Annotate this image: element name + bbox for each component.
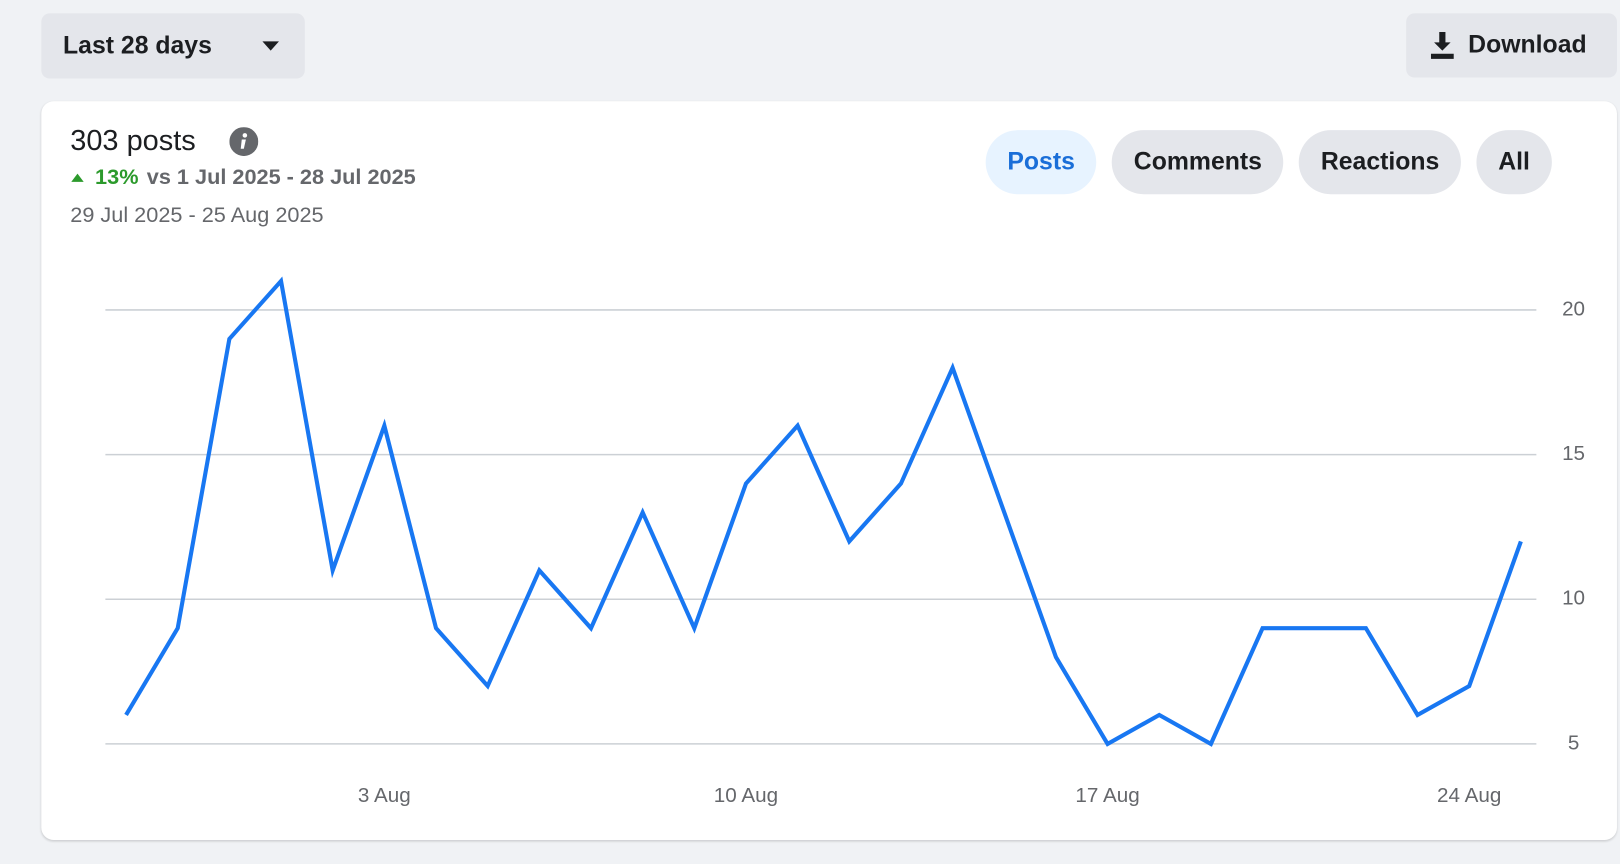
y-tick-label: 5 [1568, 731, 1580, 754]
change-row: 13% vs 1 Jul 2025 - 28 Jul 2025 [70, 165, 416, 190]
date-filter[interactable]: Last 28 days [41, 13, 305, 79]
x-tick-label: 24 Aug [1437, 784, 1501, 807]
x-tick-label: 17 Aug [1075, 784, 1139, 807]
chart-card: 303 posts 13% vs 1 Jul 2025 - 28 Jul 202… [41, 101, 1617, 840]
total-posts: 303 posts [70, 123, 196, 157]
change-percent: 13% [95, 165, 139, 190]
download-button[interactable]: Download [1406, 13, 1617, 78]
comparison: vs 1 Jul 2025 - 28 Jul 2025 [146, 165, 416, 190]
data-line [124, 276, 1523, 747]
y-tick-label: 15 [1562, 442, 1585, 465]
y-tick-label: 10 [1562, 587, 1585, 610]
download-icon [1430, 32, 1454, 59]
date-range: 29 Jul 2025 - 25 Aug 2025 [70, 203, 324, 228]
tab[interactable]: All [1476, 130, 1552, 195]
x-tick-label: 10 Aug [714, 784, 778, 807]
download-label: Download [1468, 30, 1587, 59]
tab[interactable]: Posts [985, 130, 1097, 195]
y-tick-label: 20 [1562, 297, 1585, 320]
info-icon[interactable] [229, 127, 259, 157]
caret-icon [262, 41, 279, 51]
metric-tabs: Posts Comments Reactions All [985, 130, 1552, 195]
tab[interactable]: Comments [1112, 130, 1284, 195]
up-arrow [71, 173, 84, 182]
filter-label: Last 28 days [63, 31, 212, 60]
tab[interactable]: Reactions [1299, 130, 1462, 195]
x-tick-label: 3 Aug [358, 784, 411, 807]
